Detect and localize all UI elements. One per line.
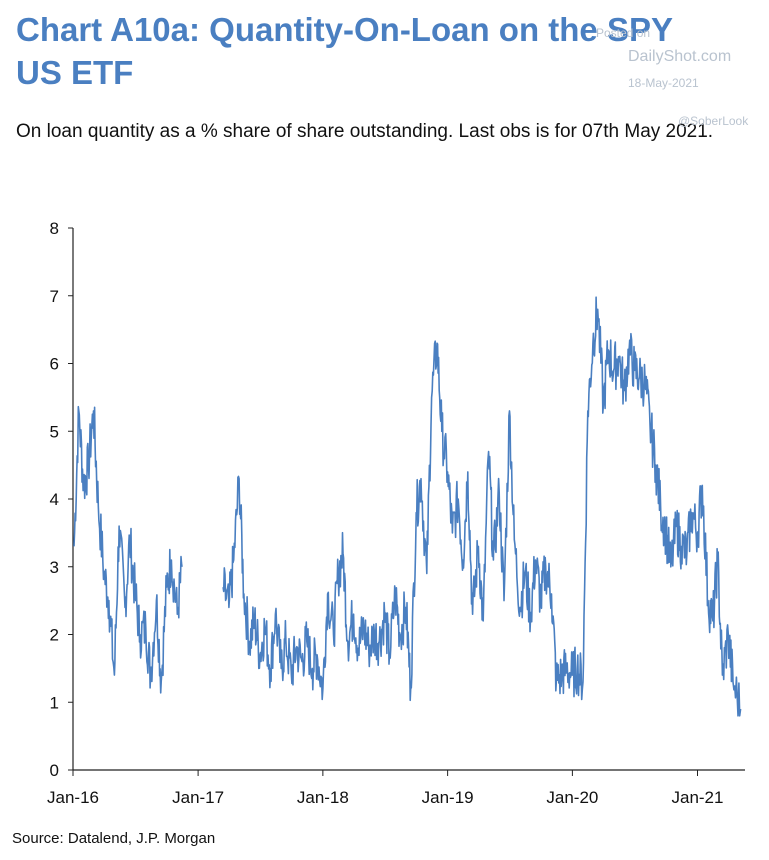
- x-tick-label: Jan-21: [671, 788, 723, 807]
- y-tick-label: 0: [50, 761, 59, 780]
- y-tick-label: 4: [50, 490, 59, 509]
- line-chart: 0 1 2 3 4 5 6 7 8 Jan-16 Jan-17 Jan-18 Jan-19 Jan-20 J…: [47, 219, 745, 807]
- y-tick-label: 8: [50, 219, 59, 238]
- y-tick-label: 1: [50, 693, 59, 712]
- y-tick-label: 7: [50, 287, 59, 306]
- y-tick-label: 2: [50, 626, 59, 645]
- watermark-handle: @SoberLook: [678, 114, 749, 128]
- chart-subtitle: On loan quantity as a % share of share o…: [16, 121, 714, 142]
- x-tick-label: Jan-17: [172, 788, 224, 807]
- watermark-site: DailyShot.com: [628, 48, 732, 65]
- y-tick-label: 6: [50, 355, 59, 374]
- series-line: [222, 296, 742, 717]
- chart-axes: 0 1 2 3 4 5 6 7 8 Jan-16 Jan-17 Jan-18 Jan-19 Jan-20 J…: [47, 219, 745, 807]
- x-tick-label: Jan-16: [47, 788, 99, 807]
- x-tick-label: Jan-20: [546, 788, 598, 807]
- chart-title: Chart A10a: Quantity-On-Loan on the SPY …: [16, 11, 673, 91]
- series-layer: [73, 296, 742, 717]
- series-line: [73, 405, 183, 694]
- x-tick-label: Jan-18: [297, 788, 349, 807]
- source-note: Source: Datalend, J.P. Morgan: [12, 830, 216, 847]
- y-tick-label: 3: [50, 558, 59, 577]
- y-tick-label: 5: [50, 422, 59, 441]
- watermark-date: 18-May-2021: [628, 76, 699, 90]
- watermark-posted: Posted on: [596, 26, 651, 40]
- x-tick-label: Jan-19: [422, 788, 474, 807]
